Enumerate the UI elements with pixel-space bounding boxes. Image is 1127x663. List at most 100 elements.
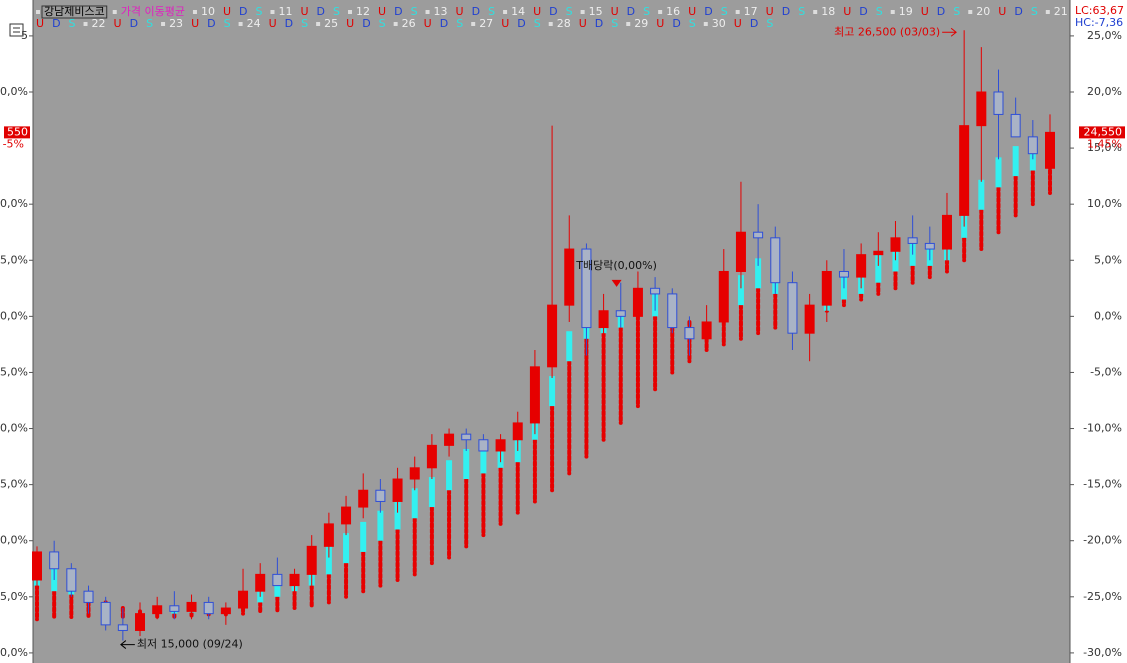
ma-ribbon-top [892,251,899,272]
candle-body [512,422,523,441]
candle-body [409,467,420,480]
candle-body [220,607,231,615]
candle-body [375,489,386,502]
candle-body [529,366,540,424]
ma-ribbon-top [480,450,487,474]
legend-flag: U [688,5,696,18]
legend-dot [425,10,430,14]
left-y-tick-label: 5,0% [0,365,28,378]
candle-body [186,601,197,612]
ma-ribbon-top [549,376,556,407]
candle-body [83,590,94,603]
candle-body [358,489,369,508]
legend-flag: D [627,5,635,18]
candle-body [461,433,472,441]
legend-flag: D [317,5,325,18]
legend-flag: U [300,5,308,18]
legend-period: 15 [589,5,603,18]
legend-flag: U [656,17,664,30]
candle-body [924,242,935,250]
candle-body [495,439,506,452]
legend-flag: U [36,17,44,30]
legend-flag: S [224,17,231,30]
left-y-tick-label: 5,0% [0,253,28,266]
legend-flag: U [921,5,929,18]
legend-flag: S [301,17,308,30]
legend-flag: D [207,17,215,30]
left-y-tick-label: 0,0% [0,646,28,659]
legend-flag: U [611,5,619,18]
legend-dot [890,10,895,14]
dividend-annotation: T배당락(0,00%) [575,259,657,272]
candle-body [478,439,489,452]
y-tick-label: 20,0% [1087,85,1122,98]
ma-ribbon-top [377,510,384,541]
dividend-marker [611,279,622,287]
legend-period: 24 [247,17,261,30]
legend-period: 14 [511,5,525,18]
candle-body [804,304,815,334]
legend-flag: U [114,17,122,30]
candle-body [169,605,180,612]
legend-dot [393,22,398,26]
legend-flag: D [285,17,293,30]
candle-body [598,310,609,329]
legend-dot [1045,10,1050,14]
candle-body [856,254,867,278]
current-price-box [1079,126,1125,139]
legend-flag: D [937,5,945,18]
legend-period: 10 [201,5,215,18]
legend-flag: D [239,5,247,18]
legend-flag: D [750,17,758,30]
legend-dot [658,10,663,14]
legend-dot [968,10,973,14]
candle-body [1010,113,1021,138]
legend-flag: S [876,5,883,18]
legend-flag: S [611,17,618,30]
legend-period: 19 [899,5,913,18]
legend-period: 25 [324,17,338,30]
legend-flag: D [859,5,867,18]
legend-flag: S [721,5,728,18]
y-tick-label: -5,0% [1090,365,1122,378]
ma-ribbon-top [875,254,882,283]
ma-ribbon-top [1029,153,1036,171]
y-tick-label: 5,0% [1094,253,1122,266]
left-y-tick-label: 5,0% [0,590,28,603]
left-y-tick-label: 0,0% [0,309,28,322]
candle-body [323,523,334,547]
chart-icon[interactable] [9,23,24,37]
ma-ribbon-top [394,501,401,530]
legend-flag: U [998,5,1006,18]
candle-body [238,590,249,609]
left-change-label: -5% [3,137,24,150]
left-y-tick-label: 0,0% [0,534,28,547]
ma-ribbon-top [411,488,418,519]
legend-flag: U [191,17,199,30]
legend-dot [348,10,353,14]
candle-body [1045,131,1055,169]
high-annotation: 최고 26,500 (03/03) [834,25,940,38]
legend-period: 21 [1054,5,1068,18]
left-y-tick-label: 0,0% [0,197,28,210]
legend-period: 17 [744,5,758,18]
left-price-label: 550 [7,125,28,138]
legend-dot [238,22,243,26]
legend-indicator: 가격 이동평균 [121,5,185,18]
legend-flag: S [766,17,773,30]
candle-body [255,573,266,592]
legend-period: 20 [976,5,990,18]
candle-body [581,248,592,329]
legend-dot [471,22,476,26]
legend-flag: D [672,17,680,30]
candle-body [547,304,558,368]
candle-body [701,321,712,340]
candle-body [821,270,832,306]
ma-ribbon-top [428,477,435,508]
legend-flag: S [1031,5,1038,18]
ma-ribbon-top [325,546,332,575]
legend-dot [626,22,631,26]
legend-period: 28 [557,17,571,30]
legend-flag: U [579,17,587,30]
ma-ribbon-top [995,157,1002,188]
